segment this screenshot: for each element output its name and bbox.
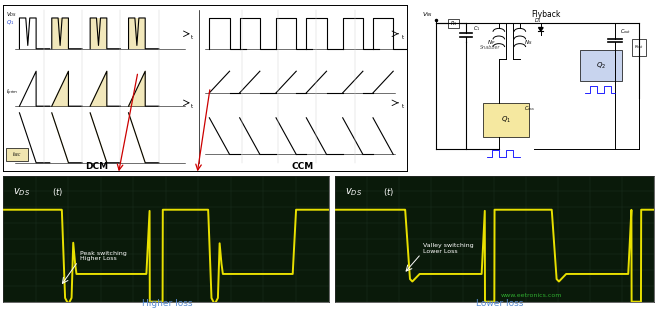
Text: Lower loss: Lower loss — [476, 299, 523, 308]
Text: Flyback: Flyback — [531, 10, 560, 19]
Text: $v_{DS}$: $v_{DS}$ — [13, 186, 30, 197]
Polygon shape — [129, 113, 145, 163]
Text: $N_S$: $N_S$ — [524, 38, 533, 47]
Text: t: t — [401, 104, 404, 109]
Text: $(t)$: $(t)$ — [52, 186, 63, 198]
Text: Snabber: Snabber — [480, 45, 501, 50]
Bar — [580, 50, 622, 81]
Text: t: t — [191, 35, 193, 39]
Bar — [632, 39, 646, 55]
Polygon shape — [90, 113, 107, 163]
Text: t: t — [401, 35, 404, 39]
Polygon shape — [129, 71, 145, 106]
Text: $V_{DS}$: $V_{DS}$ — [6, 10, 17, 19]
Text: $(t)$: $(t)$ — [383, 186, 394, 198]
Polygon shape — [52, 71, 68, 106]
Text: Valley switching
Lower Loss: Valley switching Lower Loss — [422, 243, 473, 254]
Text: $C_{oss}$: $C_{oss}$ — [524, 104, 535, 113]
Text: DCM: DCM — [85, 161, 108, 170]
Text: $C_{out}$: $C_{out}$ — [620, 27, 631, 36]
Text: $R_1$: $R_1$ — [450, 19, 457, 28]
Polygon shape — [52, 113, 68, 163]
Text: $N_P$: $N_P$ — [487, 38, 495, 47]
Text: $D_1$: $D_1$ — [533, 16, 541, 25]
Bar — [447, 19, 459, 28]
Bar — [90, 18, 107, 49]
Text: t: t — [191, 104, 193, 109]
Bar — [6, 148, 28, 161]
Polygon shape — [539, 28, 543, 31]
Text: $I_{SEC}$: $I_{SEC}$ — [12, 150, 22, 159]
Bar — [129, 18, 145, 49]
Polygon shape — [90, 71, 107, 106]
Text: $C_1$: $C_1$ — [473, 24, 480, 33]
Text: CCM: CCM — [291, 161, 313, 170]
Text: $I_{prim}$: $I_{prim}$ — [6, 88, 18, 98]
Text: $R_{out}$: $R_{out}$ — [634, 43, 644, 51]
Text: Higher loss: Higher loss — [143, 299, 193, 308]
Bar — [482, 103, 529, 137]
Text: $Q_2$: $Q_2$ — [597, 61, 606, 71]
Text: $v_{DS}$: $v_{DS}$ — [345, 186, 362, 197]
Text: Peak switching
Higher Loss: Peak switching Higher Loss — [79, 251, 126, 261]
Text: www.eetronics.com: www.eetronics.com — [501, 293, 562, 298]
Text: $Q_1$: $Q_1$ — [501, 115, 511, 125]
Bar — [52, 18, 68, 49]
Text: $V_{IN}$: $V_{IN}$ — [422, 11, 432, 19]
Text: $Q_1$: $Q_1$ — [6, 18, 14, 26]
